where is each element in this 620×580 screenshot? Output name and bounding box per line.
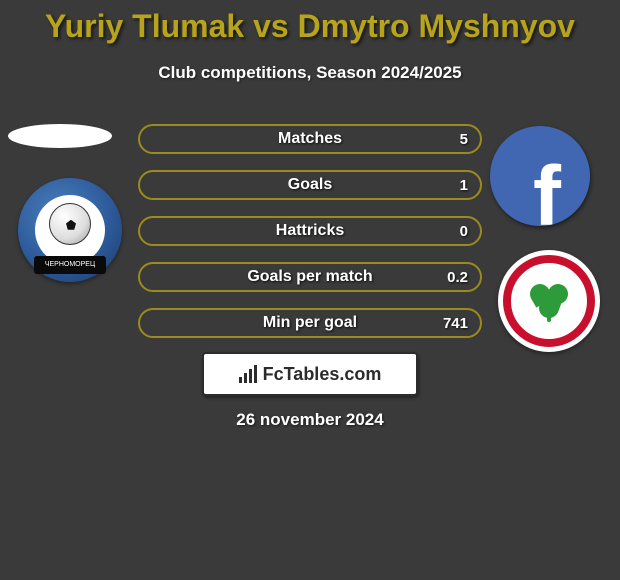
stat-label: Goals per match (247, 268, 372, 286)
bar-chart-icon (239, 365, 257, 383)
stats-container: Matches 5 Goals 1 Hattricks 0 Goals per … (138, 124, 482, 354)
crest-left-banner: ЧЕРНОМОРЕЦ (34, 256, 106, 274)
stat-right-value: 5 (460, 131, 468, 148)
stat-right-value: 1 (460, 177, 468, 194)
team-right-crest (498, 250, 600, 352)
left-team-disc (8, 124, 112, 148)
stat-right-value: 741 (443, 315, 468, 332)
page-title: Yuriy Tlumak vs Dmytro Myshnyov (0, 0, 620, 45)
stat-label: Goals (288, 176, 332, 194)
stat-label: Hattricks (276, 222, 344, 240)
team-left-crest: ЧЕРНОМОРЕЦ (18, 178, 122, 282)
date-label: 26 november 2024 (0, 410, 620, 430)
stat-row-goals: Goals 1 (138, 170, 482, 200)
stat-right-value: 0.2 (447, 269, 468, 286)
stat-row-gpm: Goals per match 0.2 (138, 262, 482, 292)
stat-row-hattricks: Hattricks 0 (138, 216, 482, 246)
stat-right-value: 0 (460, 223, 468, 240)
facebook-icon[interactable]: f (490, 126, 590, 226)
source-badge[interactable]: FcTables.com (202, 352, 418, 396)
stat-label: Matches (278, 130, 342, 148)
subtitle: Club competitions, Season 2024/2025 (0, 63, 620, 83)
facebook-f-glyph: f (533, 161, 561, 226)
source-brand-text: FcTables.com (263, 364, 382, 385)
soccer-ball-icon (49, 203, 91, 245)
stat-row-mpg: Min per goal 741 (138, 308, 482, 338)
stat-row-matches: Matches 5 (138, 124, 482, 154)
shamrock-icon (528, 280, 570, 322)
stat-label: Min per goal (263, 314, 357, 332)
